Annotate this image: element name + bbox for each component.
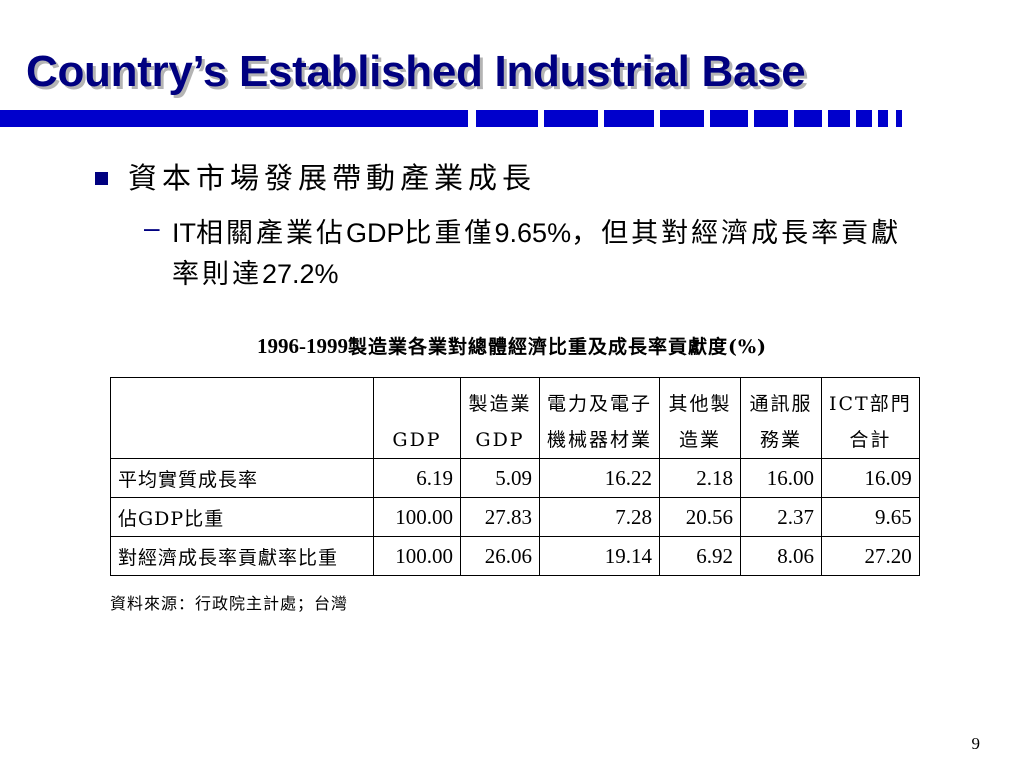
- header-cell-line: 造業: [679, 429, 722, 451]
- bullet-2-part: 9.65%: [494, 218, 572, 248]
- bullet-level-1: 資本市場發展帶動產業成長: [128, 161, 537, 195]
- table-cell: 9.65: [821, 497, 920, 537]
- table-cell: 6.92: [659, 536, 742, 576]
- table-cell: 16.22: [538, 458, 661, 498]
- table-cell: 5.09: [460, 458, 540, 498]
- header-cell-line: 務業: [760, 429, 803, 451]
- table-row: 平均實質成長率 6.19 5.09 16.22 2.18 16.00 16.09: [110, 458, 920, 498]
- header-cell-line: 其他製: [668, 393, 732, 415]
- title-bar-segment: [710, 110, 748, 127]
- header-cell-other-manufacturing: 其他製 造業: [659, 377, 742, 459]
- table-cell: 6.19: [373, 458, 461, 498]
- title-bar-segment: [476, 110, 538, 127]
- bullet-2-part: 比重僅: [404, 218, 495, 249]
- table-cell: 100.00: [373, 497, 461, 537]
- header-cell-ict: ICT部門合計: [821, 377, 920, 459]
- header-cell-manufacturing: 製造業 GDP: [460, 377, 540, 459]
- table-cell: 16.00: [740, 458, 823, 498]
- title-bar-segment: [544, 110, 598, 127]
- bullet-dash-icon: –: [144, 212, 160, 243]
- table-cell: 27.83: [460, 497, 540, 537]
- slide-title: Country’s Established Industrial Base: [26, 47, 806, 96]
- table-cell: 19.14: [538, 536, 661, 576]
- header-cell-line: GDP: [392, 429, 442, 451]
- bullet-2-part: IT: [172, 218, 196, 248]
- header-cell-line: GDP: [475, 429, 525, 451]
- title-bar-segment: [0, 110, 468, 127]
- table-cell: 16.09: [821, 458, 920, 498]
- bullet-2-part: GDP: [346, 218, 405, 248]
- header-cell-line: 製造業: [468, 393, 532, 415]
- row-label: 平均實質成長率: [110, 458, 374, 498]
- title-bar-segment: [878, 110, 888, 127]
- header-cell-electronics: 電力及電子機械器材業: [538, 377, 661, 459]
- title-bar-segment: [660, 110, 704, 127]
- header-cell-line: 通訊服: [749, 393, 813, 415]
- title-bar-segment: [856, 110, 872, 127]
- header-cell-line: ICT部門: [829, 393, 912, 415]
- bullet-2-part: ，但其對經濟成長率貢獻率則達: [172, 218, 902, 290]
- table-cell: 20.56: [659, 497, 742, 537]
- table-row: 佔GDP比重 100.00 27.83 7.28 20.56 2.37 9.65: [110, 497, 920, 537]
- table-cell: 7.28: [538, 497, 661, 537]
- header-cell-gdp: GDP: [373, 377, 461, 459]
- header-cell-telecom: 通訊服 務業: [740, 377, 823, 459]
- row-label: 對經濟成長率貢獻率比重: [110, 536, 374, 576]
- bullet-2-part: 27.2%: [262, 259, 339, 289]
- row-label: 佔GDP比重: [110, 497, 374, 537]
- table-cell: 2.37: [740, 497, 823, 537]
- bullet-square-icon: [95, 172, 108, 185]
- table-source-note: 資料來源：行政院主計處；台灣: [110, 594, 349, 613]
- table-header-row: GDP 製造業 GDP 電力及電子機械器材業 其他製造業 通訊服務業 ICT部門合…: [110, 377, 920, 459]
- title-bar-segment: [896, 110, 902, 127]
- table-caption: 1996-1999製造業各業對總體經濟比重及成長率貢獻度(%): [0, 332, 1024, 359]
- table-cell: 100.00: [373, 536, 461, 576]
- table-row: 對經濟成長率貢獻率比重 100.00 26.06 19.14 6.92 8.06…: [110, 536, 920, 576]
- header-cell-empty: [110, 377, 374, 459]
- table-cell: 8.06: [740, 536, 823, 576]
- title-bar-segment: [794, 110, 822, 127]
- table-cell: 2.18: [659, 458, 742, 498]
- header-cell-line: 合計: [849, 429, 892, 451]
- title-bar-segment: [604, 110, 654, 127]
- title-bar-segment: [828, 110, 850, 127]
- table-caption-years: 1996-1999: [256, 334, 348, 358]
- page-number: 9: [971, 734, 981, 753]
- title-bar-segment: [754, 110, 788, 127]
- header-cell-line: 機械器材業: [547, 429, 653, 451]
- table-cell: 27.20: [821, 536, 920, 576]
- header-cell-line: 電力及電子: [547, 393, 653, 415]
- bullet-level-2: IT相關產業佔GDP比重僅9.65%，但其對經濟成長率貢獻率則達27.2%: [172, 213, 902, 295]
- table-caption-text: 製造業各業對總體經濟比重及成長率貢獻度(%): [347, 336, 768, 358]
- bullet-2-part: 相關產業佔: [196, 218, 346, 249]
- data-table: GDP 製造業 GDP 電力及電子機械器材業 其他製造業 通訊服務業 ICT部門合…: [110, 377, 920, 576]
- table-cell: 26.06: [460, 536, 540, 576]
